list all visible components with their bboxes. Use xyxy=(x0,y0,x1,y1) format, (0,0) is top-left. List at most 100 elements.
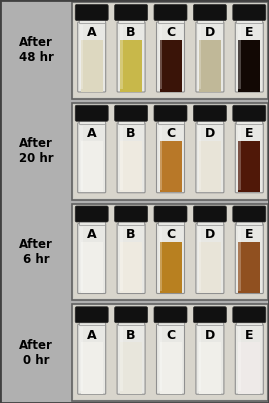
FancyBboxPatch shape xyxy=(117,123,145,193)
Bar xyxy=(74,105,266,197)
FancyBboxPatch shape xyxy=(115,4,148,21)
Bar xyxy=(160,40,182,91)
FancyBboxPatch shape xyxy=(196,22,224,92)
Bar xyxy=(118,321,144,325)
Text: After
20 hr: After 20 hr xyxy=(19,137,53,165)
FancyBboxPatch shape xyxy=(75,4,108,21)
Bar xyxy=(236,19,262,23)
Bar xyxy=(158,120,183,124)
Bar xyxy=(80,126,83,190)
Bar xyxy=(199,241,221,293)
Bar xyxy=(199,342,221,394)
Bar xyxy=(159,226,162,291)
Bar xyxy=(80,226,83,291)
Bar xyxy=(197,120,223,124)
Bar xyxy=(120,141,142,192)
FancyBboxPatch shape xyxy=(75,206,108,222)
Bar xyxy=(197,321,223,325)
Bar xyxy=(118,19,144,23)
Text: A: A xyxy=(87,27,97,39)
Bar xyxy=(81,141,103,192)
Bar xyxy=(238,141,260,192)
FancyBboxPatch shape xyxy=(154,307,187,323)
Text: C: C xyxy=(166,329,175,342)
FancyBboxPatch shape xyxy=(78,22,106,92)
Bar xyxy=(80,327,83,391)
Bar xyxy=(79,321,105,325)
FancyBboxPatch shape xyxy=(75,105,108,121)
Text: E: E xyxy=(245,228,254,241)
FancyBboxPatch shape xyxy=(193,206,226,222)
Bar xyxy=(197,19,223,23)
FancyBboxPatch shape xyxy=(115,105,148,121)
Bar xyxy=(79,220,105,224)
Text: D: D xyxy=(205,329,215,342)
Text: C: C xyxy=(166,27,175,39)
Text: C: C xyxy=(166,127,175,140)
FancyBboxPatch shape xyxy=(193,307,226,323)
Bar xyxy=(160,141,182,192)
Bar xyxy=(74,206,266,298)
Bar xyxy=(238,241,260,293)
Bar xyxy=(81,342,103,394)
FancyBboxPatch shape xyxy=(115,307,148,323)
FancyBboxPatch shape xyxy=(235,324,263,394)
Bar xyxy=(159,25,162,89)
Bar xyxy=(72,304,268,401)
FancyBboxPatch shape xyxy=(78,224,106,293)
Bar xyxy=(79,120,105,124)
FancyBboxPatch shape xyxy=(235,224,263,293)
Text: E: E xyxy=(245,127,254,140)
Bar xyxy=(160,241,182,293)
FancyBboxPatch shape xyxy=(233,105,266,121)
Bar xyxy=(238,25,241,89)
Bar xyxy=(199,226,201,291)
FancyBboxPatch shape xyxy=(157,22,185,92)
Bar xyxy=(238,342,260,394)
Bar xyxy=(74,4,266,97)
FancyBboxPatch shape xyxy=(117,324,145,394)
Bar xyxy=(199,126,201,190)
Bar xyxy=(159,327,162,391)
Bar xyxy=(159,126,162,190)
Bar xyxy=(80,25,83,89)
Bar xyxy=(197,220,223,224)
Bar xyxy=(236,220,262,224)
Bar xyxy=(236,321,262,325)
FancyBboxPatch shape xyxy=(233,4,266,21)
Bar xyxy=(238,327,241,391)
Bar xyxy=(238,226,241,291)
FancyBboxPatch shape xyxy=(196,224,224,293)
FancyBboxPatch shape xyxy=(235,123,263,193)
Bar xyxy=(120,327,123,391)
FancyBboxPatch shape xyxy=(117,22,145,92)
FancyBboxPatch shape xyxy=(75,307,108,323)
Text: After
48 hr: After 48 hr xyxy=(19,36,54,64)
Text: D: D xyxy=(205,27,215,39)
FancyBboxPatch shape xyxy=(193,105,226,121)
FancyBboxPatch shape xyxy=(196,123,224,193)
FancyBboxPatch shape xyxy=(154,105,187,121)
Bar xyxy=(199,327,201,391)
Bar xyxy=(120,241,142,293)
Text: E: E xyxy=(245,27,254,39)
Text: A: A xyxy=(87,228,97,241)
FancyBboxPatch shape xyxy=(196,324,224,394)
Text: B: B xyxy=(126,329,136,342)
Bar xyxy=(236,120,262,124)
Text: D: D xyxy=(205,127,215,140)
Bar xyxy=(238,40,260,91)
Text: After
0 hr: After 0 hr xyxy=(19,339,53,367)
Bar xyxy=(72,2,268,99)
FancyBboxPatch shape xyxy=(233,206,266,222)
Bar xyxy=(120,342,142,394)
Text: B: B xyxy=(126,27,136,39)
Text: After
6 hr: After 6 hr xyxy=(19,238,53,266)
FancyBboxPatch shape xyxy=(115,206,148,222)
Bar xyxy=(199,40,221,91)
Bar xyxy=(158,19,183,23)
FancyBboxPatch shape xyxy=(154,4,187,21)
FancyBboxPatch shape xyxy=(193,4,226,21)
Bar xyxy=(120,226,123,291)
Text: A: A xyxy=(87,127,97,140)
